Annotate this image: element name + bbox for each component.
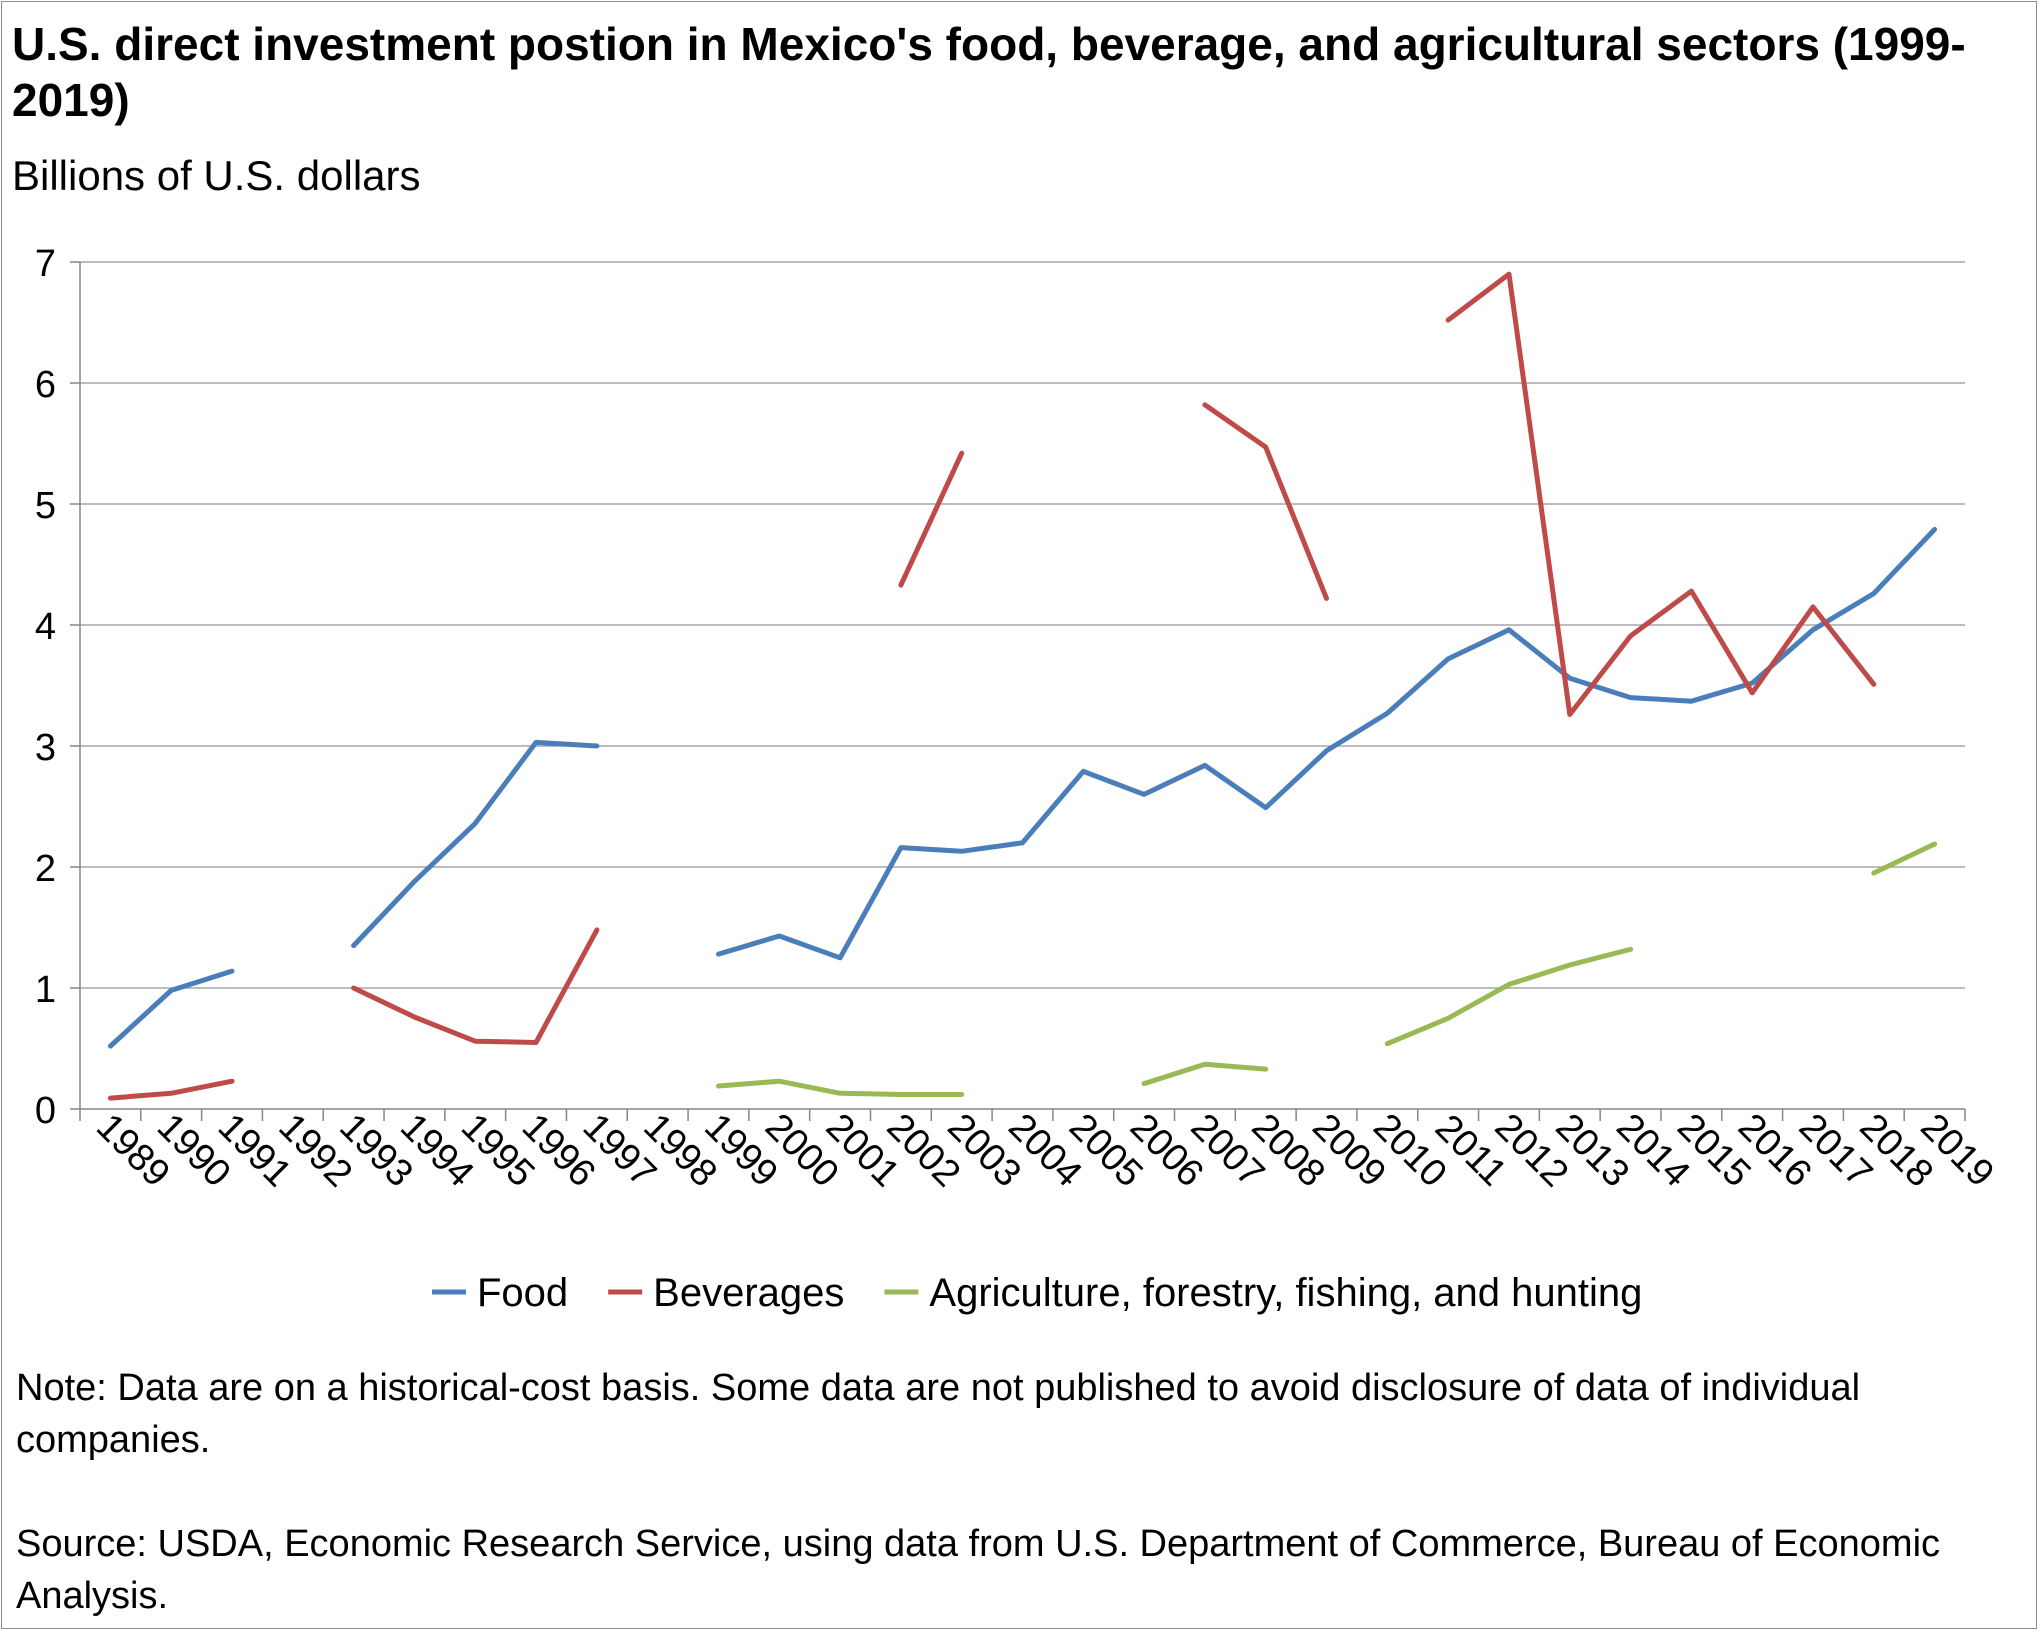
chart-note: Note: Data are on a historical-cost basi… [16, 1367, 1861, 1461]
series-1 [107, 271, 1877, 1101]
x-tick-labels: 1989199019911992199319941995199619971998… [88, 1106, 2002, 1195]
y-axis-unit-label: Billions of U.S. dollars [12, 152, 421, 199]
series-line-segment [351, 739, 600, 949]
y-tick-label: 6 [35, 364, 56, 406]
series-2 [716, 841, 1938, 1097]
axes [70, 261, 1966, 1121]
series-line-segment [1141, 1061, 1269, 1087]
series-line-segment [898, 450, 965, 588]
series-lines [107, 271, 1938, 1101]
gridlines [80, 261, 1965, 989]
y-tick-label: 0 [35, 1090, 56, 1132]
series-line-segment [716, 526, 1938, 961]
y-tick-label: 3 [35, 727, 56, 769]
y-tick-labels: 0 1 2 3 4 5 6 7 [35, 243, 56, 1132]
y-tick-label: 7 [35, 243, 56, 285]
y-tick-label: 5 [35, 485, 56, 527]
series-line-segment [351, 927, 600, 1045]
series-line-segment [107, 1078, 235, 1101]
y-tick-label: 2 [35, 848, 56, 890]
series-line-segment [1871, 841, 1938, 876]
chart-title: U.S. direct investment postion in Mexico… [12, 18, 1966, 126]
legend-label: Agriculture, forestry, fishing, and hunt… [929, 1271, 1642, 1315]
series-line-segment [1202, 402, 1329, 601]
line-chart: 0 1 2 3 4 5 6 7 1989199019911992199319941995199… [35, 243, 2002, 1315]
legend-label: Beverages [653, 1271, 844, 1315]
y-tick-label: 1 [35, 969, 56, 1011]
series-line-segment [107, 968, 235, 1049]
chart-source: Source: USDA, Economic Research Service,… [16, 1523, 1941, 1617]
legend: Food Beverages Agriculture, forestry, fish… [432, 1271, 1642, 1315]
series-line-segment [1445, 271, 1877, 717]
series-0 [107, 526, 1938, 1049]
series-line-segment [716, 1078, 965, 1097]
y-tick-label: 4 [35, 606, 56, 648]
series-line-segment [1384, 946, 1634, 1047]
legend-label: Food [477, 1271, 568, 1315]
